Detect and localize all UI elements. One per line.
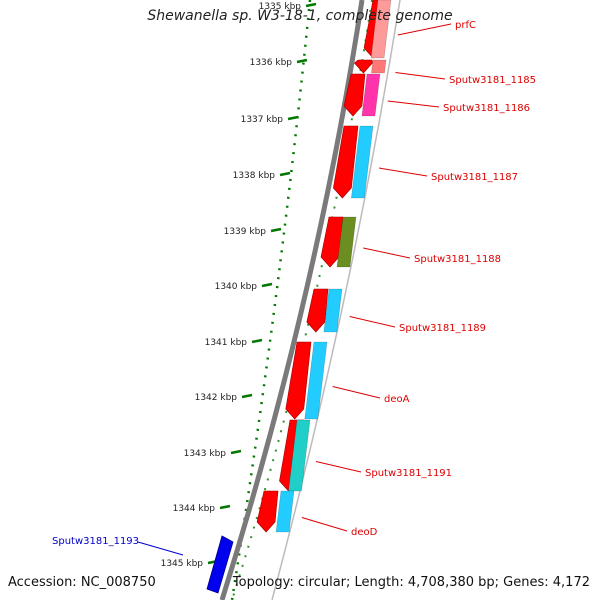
ruler-tick bbox=[270, 227, 282, 233]
ruler-tick bbox=[241, 393, 253, 399]
label-leader-line bbox=[363, 247, 411, 259]
ruler-tick bbox=[251, 338, 263, 344]
ruler-tick bbox=[296, 58, 308, 64]
gene-feature-bar bbox=[351, 125, 374, 199]
ruler-tick-label: 1341 kbp bbox=[205, 338, 248, 348]
gene-labels: prfC Sputw3181_1185 Sputw3181_1186 Sputw318… bbox=[52, 20, 536, 556]
cds-arrow bbox=[343, 73, 366, 117]
gene-feature-bar bbox=[371, 59, 387, 74]
label-leader-line bbox=[315, 461, 362, 473]
gene-label[interactable]: Sputw3181_1187 bbox=[431, 172, 518, 183]
backbone-arc bbox=[219, 0, 365, 600]
cds-arrow bbox=[306, 288, 329, 333]
gene-feature-bar bbox=[304, 341, 328, 420]
label-leader-line bbox=[332, 386, 381, 399]
ruler-tick-label: 1339 kbp bbox=[224, 227, 267, 237]
gene-feature-bar bbox=[336, 216, 357, 268]
accession-text: Accession: NC_008750 bbox=[8, 575, 156, 590]
gene-feature-bar bbox=[361, 73, 381, 117]
genome-title: Shewanella sp. W3-18-1, complete genome bbox=[147, 8, 453, 24]
gene-label[interactable]: deoA bbox=[384, 394, 410, 405]
ruler-tick-label: 1337 kbp bbox=[241, 115, 284, 125]
label-leader-line bbox=[349, 316, 396, 328]
ruler-tick-label: 1338 kbp bbox=[233, 171, 276, 181]
gene-label[interactable]: Sputw3181_1185 bbox=[449, 75, 536, 86]
gene-label[interactable]: Sputw3181_1186 bbox=[443, 103, 530, 114]
label-leader-line bbox=[301, 517, 348, 532]
gene-label[interactable]: Sputw3181_1189 bbox=[399, 323, 486, 334]
ruler-tick bbox=[287, 115, 299, 121]
ruler-tick-label: 1340 kbp bbox=[215, 282, 258, 292]
label-leader-line bbox=[387, 100, 440, 108]
cds-arrow bbox=[285, 341, 312, 420]
gene-label[interactable]: Sputw3181_1188 bbox=[414, 254, 501, 265]
ruler-tick-label: 1344 kbp bbox=[173, 504, 216, 514]
gene-label[interactable]: deoD bbox=[351, 527, 378, 538]
gene-track bbox=[206, 0, 392, 594]
gene-label[interactable]: prfC bbox=[455, 20, 476, 31]
ruler-tick bbox=[219, 504, 231, 510]
ruler-tick-label: 1342 kbp bbox=[195, 393, 238, 403]
topology-text: Topology: circular; Length: 4,708,380 bp… bbox=[232, 575, 590, 590]
label-leader-line bbox=[397, 23, 452, 36]
ruler-tick-label: 1345 kbp bbox=[161, 559, 204, 569]
cds-arrow bbox=[354, 59, 373, 74]
gene-feature-bar bbox=[275, 490, 295, 533]
ruler-tick bbox=[279, 171, 291, 177]
ruler-tick bbox=[261, 282, 273, 288]
genome-backbone bbox=[219, 0, 401, 600]
gene-feature-bar bbox=[323, 288, 343, 333]
highlight-gene-label[interactable]: Sputw3181_1193 bbox=[52, 536, 139, 547]
kbp-ruler: 1335 kbp 1336 kbp 1337 kbp 1338 kbp 1339 kbp… bbox=[161, 0, 317, 600]
cds-arrow bbox=[256, 490, 279, 533]
gene-label[interactable]: Sputw3181_1191 bbox=[365, 468, 452, 479]
gene-feature-bar bbox=[288, 419, 311, 492]
ruler-tick-label: 1335 kbp bbox=[259, 2, 302, 12]
label-leader-line bbox=[378, 167, 428, 177]
ruler-tick bbox=[305, 2, 317, 8]
ruler-tick-label: 1343 kbp bbox=[184, 449, 227, 459]
highlight-label-leader bbox=[137, 541, 184, 556]
label-leader-line bbox=[395, 72, 446, 80]
ruler-tick-label: 1336 kbp bbox=[250, 58, 293, 68]
ruler-tick bbox=[230, 449, 242, 455]
cds-arrow bbox=[320, 216, 344, 268]
outer-track-line bbox=[271, 0, 401, 600]
gene-feature-bar bbox=[370, 0, 392, 59]
highlight-gene-bar bbox=[206, 535, 234, 594]
cds-arrow bbox=[333, 125, 359, 199]
